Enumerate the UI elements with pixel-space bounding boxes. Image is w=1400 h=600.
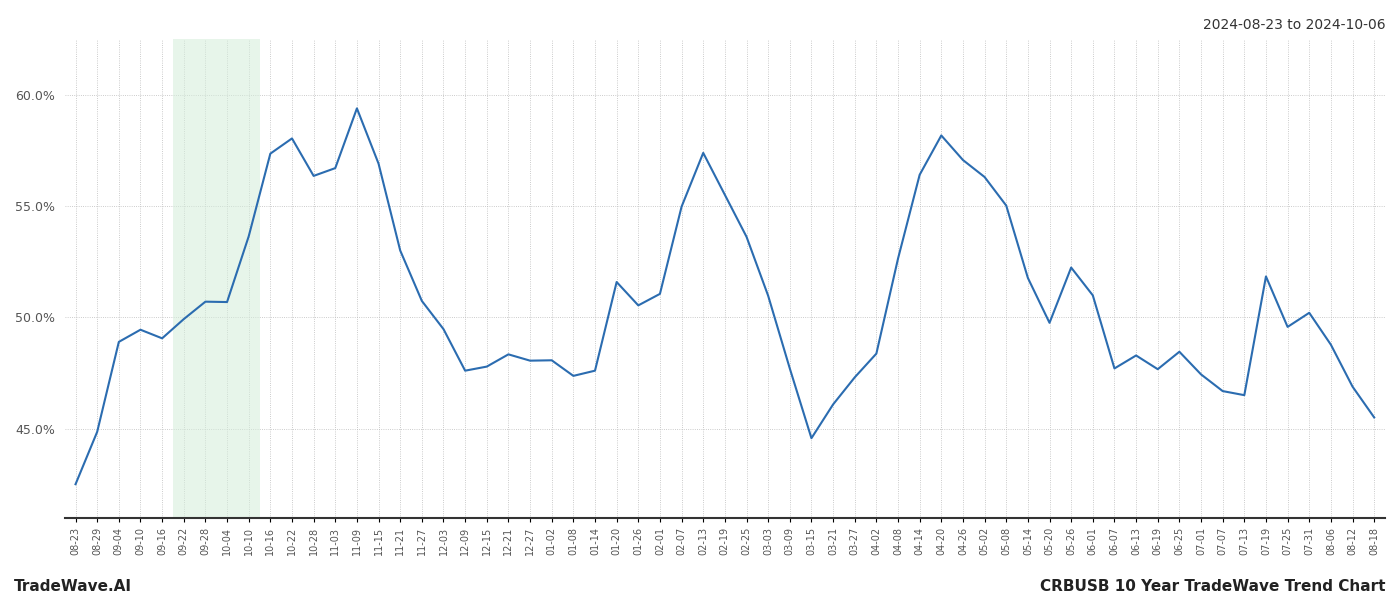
Text: TradeWave.AI: TradeWave.AI <box>14 579 132 594</box>
Bar <box>174 39 259 518</box>
Text: 2024-08-23 to 2024-10-06: 2024-08-23 to 2024-10-06 <box>1204 18 1386 32</box>
Text: CRBUSB 10 Year TradeWave Trend Chart: CRBUSB 10 Year TradeWave Trend Chart <box>1040 579 1386 594</box>
